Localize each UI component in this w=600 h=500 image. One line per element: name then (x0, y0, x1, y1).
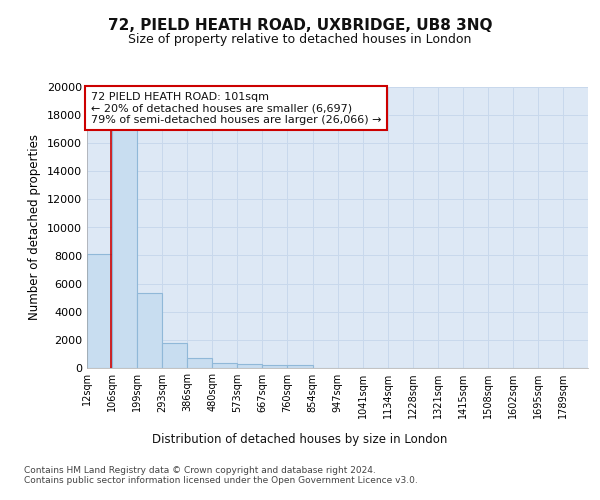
Text: Contains HM Land Registry data © Crown copyright and database right 2024.: Contains HM Land Registry data © Crown c… (24, 466, 376, 475)
Bar (87, 254, 112, 368)
Text: Distribution of detached houses by size in London: Distribution of detached houses by size … (152, 432, 448, 446)
Bar (162, 343, 187, 367)
Text: Size of property relative to detached houses in London: Size of property relative to detached ho… (128, 32, 472, 46)
Bar (238, 364, 262, 368)
Bar (287, 365, 313, 368)
Bar (212, 362, 238, 368)
Bar (137, 294, 162, 368)
Text: 72, PIELD HEATH ROAD, UXBRIDGE, UB8 3NQ: 72, PIELD HEATH ROAD, UXBRIDGE, UB8 3NQ (108, 18, 492, 32)
Bar (262, 364, 287, 368)
Y-axis label: Number of detached properties: Number of detached properties (28, 134, 41, 320)
Bar (187, 358, 212, 368)
Bar (112, 130, 137, 368)
Text: 72 PIELD HEATH ROAD: 101sqm
← 20% of detached houses are smaller (6,697)
79% of : 72 PIELD HEATH ROAD: 101sqm ← 20% of det… (91, 92, 382, 125)
Text: Contains public sector information licensed under the Open Government Licence v3: Contains public sector information licen… (24, 476, 418, 485)
